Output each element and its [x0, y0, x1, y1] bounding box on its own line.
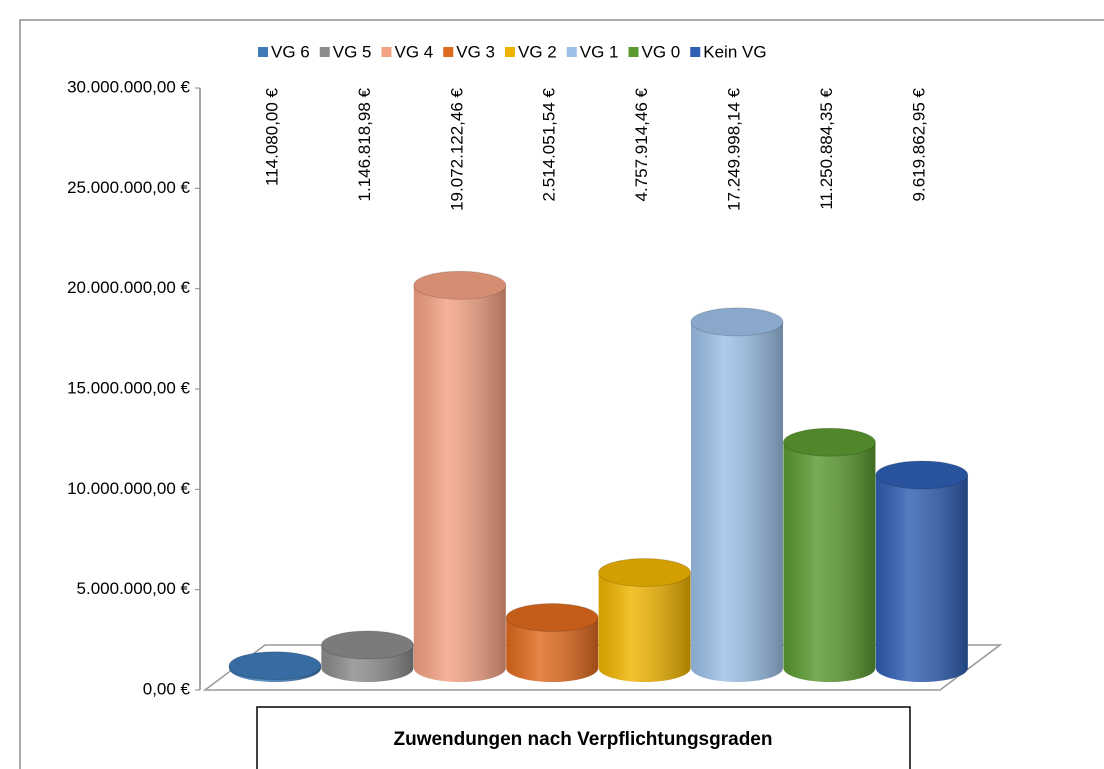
- legend-label: VG 5: [333, 42, 372, 61]
- value-label: 4.757.914,46 €: [632, 87, 651, 201]
- cylinder-shade: [691, 321, 783, 682]
- value-label: 114.080,00 €: [262, 87, 281, 186]
- cylinder-top: [782, 427, 876, 457]
- legend-swatch: [690, 47, 701, 57]
- y-tick-label: 10.000.000,00 €: [67, 479, 190, 498]
- cylinder-top-shade: [413, 271, 506, 300]
- legend-label: VG 3: [456, 42, 495, 61]
- legend-swatch: [628, 47, 639, 57]
- legend-label: VG 4: [395, 42, 434, 61]
- cylinder-top-shade: [229, 651, 321, 680]
- legend-swatch: [319, 47, 330, 57]
- cylinder-top-shade: [691, 307, 783, 336]
- legend-label: Kein VG: [703, 42, 766, 61]
- cylinder-top: [505, 603, 599, 633]
- value-label: 1.146.818,98 €: [355, 87, 374, 201]
- legend-label: VG 0: [642, 42, 681, 61]
- y-tick-label: 25.000.000,00 €: [67, 178, 190, 197]
- cylinder-shade: [413, 285, 506, 682]
- legend-swatch: [505, 47, 515, 57]
- legend-swatch: [443, 47, 454, 57]
- cylinder-top-shade: [321, 630, 414, 659]
- legend-label: VG 2: [518, 42, 557, 61]
- cylinder-top: [690, 307, 784, 337]
- legend-swatch: [381, 47, 392, 57]
- cylinder-shade: [506, 617, 599, 682]
- y-tick-label: 30.000.000,00 €: [67, 77, 190, 96]
- x-axis-label: Zuwendungen nach Verpflichtungsgraden: [394, 729, 773, 750]
- value-label: 19.072.122,46 €: [447, 87, 466, 210]
- cylinder-shade: [783, 442, 876, 682]
- legend-label: VG 6: [271, 42, 310, 61]
- legend-swatch: [566, 47, 577, 57]
- cylinder-top: [598, 558, 692, 588]
- frame: [19, 19, 1104, 769]
- value-label: 11.250.884,35 €: [817, 87, 836, 209]
- cylinder-top-shade: [875, 460, 968, 489]
- cylinder-top-shade: [598, 558, 691, 587]
- value-label: 2.514.051,54 €: [540, 87, 559, 201]
- cylinder-top: [228, 651, 322, 681]
- value-label: 17.249.998,14 €: [724, 87, 743, 210]
- legend-label: VG 1: [580, 42, 619, 61]
- cylinder-top: [320, 630, 414, 660]
- cylinder-shade: [598, 572, 691, 682]
- cylinder-top: [875, 460, 969, 490]
- cylinder-top-shade: [783, 428, 876, 457]
- y-tick-label: 15.000.000,00 €: [67, 378, 190, 397]
- cylinder-top-shade: [506, 603, 599, 632]
- y-tick-label: 0,00 €: [143, 679, 191, 698]
- y-tick-label: 5.000.000,00 €: [77, 579, 191, 598]
- y-tick-label: 20.000.000,00 €: [67, 278, 190, 297]
- cylinder-shade: [875, 474, 968, 682]
- cylinder-top: [413, 270, 507, 300]
- legend-swatch: [258, 47, 268, 57]
- xlabel-box: [256, 706, 911, 769]
- value-label: 9.619.862,95 €: [909, 87, 928, 201]
